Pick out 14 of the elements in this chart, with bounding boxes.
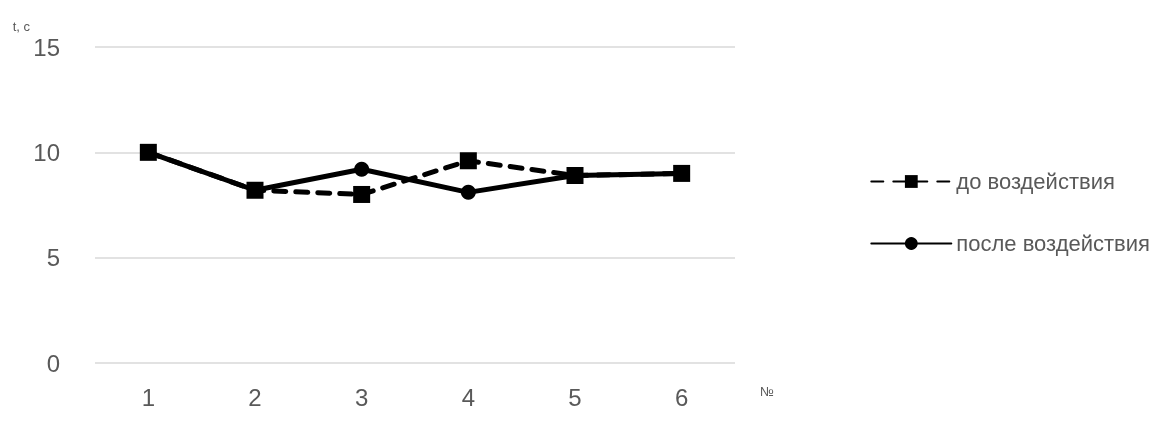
x-tick-label: 2 bbox=[248, 383, 262, 411]
x-tick-label: 1 bbox=[141, 383, 156, 411]
x-tick-label: 3 bbox=[354, 383, 369, 411]
y-tick-label: 15 bbox=[33, 33, 60, 61]
y-axis-title: t, c bbox=[12, 19, 31, 34]
y-tick-label: 10 bbox=[33, 138, 60, 166]
y-tick-label: 5 bbox=[46, 244, 60, 272]
legend-label: до воздействия bbox=[956, 169, 1115, 194]
x-tick-label: 5 bbox=[568, 383, 582, 411]
x-axis-title: № bbox=[760, 384, 774, 399]
x-tick-label: 4 bbox=[461, 383, 476, 411]
y-tick-label: 0 bbox=[46, 349, 60, 377]
legend-label: после воздействия bbox=[956, 231, 1151, 256]
x-tick-label: 6 bbox=[674, 383, 689, 411]
